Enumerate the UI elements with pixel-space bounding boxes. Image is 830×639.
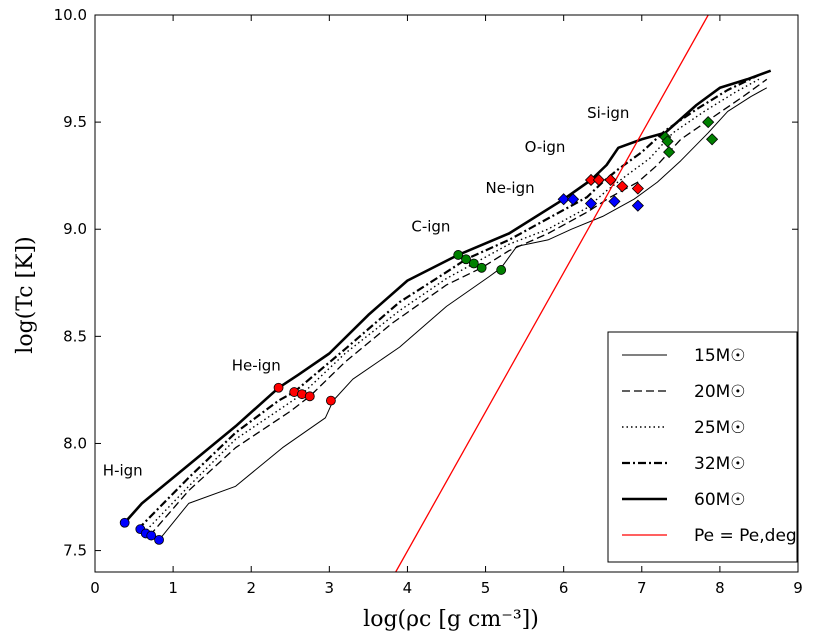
marker-circle-3 — [146, 530, 157, 541]
marker-circle-0 — [119, 517, 130, 528]
marker-layer — [119, 116, 719, 545]
y-tick-label-3: 9.0 — [63, 220, 87, 238]
legend: 15M☉ 20M☉ 25M☉ 32M☉ 60M☉ Pe = Pe,deg — [607, 331, 798, 563]
marker-diamond-23 — [616, 180, 629, 193]
x-tick-label-9: 9 — [793, 579, 803, 597]
x-tick-label-3: 3 — [325, 579, 335, 597]
tick-layer: 0 1 2 3 4 5 6 7 8 9 7.5 8.0 8.5 9.0 9.5 10.0 — [54, 6, 803, 597]
marker-diamond-28 — [702, 116, 715, 129]
x-tick-label-0: 0 — [90, 579, 100, 597]
annotation-h-ign: H-ign — [103, 462, 143, 480]
marker-diamond-21 — [592, 173, 605, 187]
y-tick-label-2: 8.5 — [63, 327, 87, 345]
legend-label-2: 25M☉ — [694, 418, 746, 438]
legend-label-4: 60M☉ — [694, 490, 746, 510]
annotation-si-ign: Si-ign — [587, 104, 629, 122]
y-axis-title: log(Tc [K]) — [13, 236, 38, 353]
marker-diamond-19 — [631, 199, 644, 212]
marker-circle-12 — [468, 258, 479, 269]
y-tick-label-4: 9.5 — [63, 113, 87, 131]
marker-circle-10 — [453, 250, 464, 260]
annotation-layer: H-ign He-ign C-ign Ne-ign O-ign Si-ign — [103, 104, 630, 480]
legend-label-3: 32M☉ — [694, 454, 746, 474]
marker-diamond-18 — [608, 195, 621, 208]
annotation-o-ign: O-ign — [525, 138, 566, 156]
marker-diamond-29 — [706, 133, 719, 146]
annotation-ne-ign: Ne-ign — [486, 179, 535, 197]
series-layer — [123, 15, 772, 572]
marker-diamond-16 — [566, 193, 580, 206]
x-tick-label-1: 1 — [168, 579, 178, 597]
legend-label-0: 15M☉ — [694, 346, 746, 366]
series-line-1 — [149, 78, 768, 537]
x-tick-label-8: 8 — [715, 579, 725, 597]
marker-diamond-22 — [604, 173, 617, 187]
x-tick-label-4: 4 — [403, 579, 413, 597]
marker-circle-13 — [476, 262, 487, 273]
marker-diamond-26 — [661, 135, 674, 148]
marker-diamond-15 — [557, 193, 570, 206]
marker-circle-8 — [304, 391, 315, 402]
marker-circle-9 — [325, 395, 336, 406]
series-line-5 — [395, 15, 709, 572]
marker-circle-11 — [461, 254, 471, 265]
x-axis-title: log(ρc [g cm⁻³]) — [363, 607, 539, 632]
x-tick-label-7: 7 — [637, 579, 647, 597]
x-tick-label-5: 5 — [481, 579, 491, 597]
series-line-0 — [158, 87, 768, 541]
annotation-c-ign: C-ign — [411, 217, 450, 235]
annotation-he-ign: He-ign — [232, 357, 281, 375]
legend-items: 15M☉ 20M☉ 25M☉ 32M☉ 60M☉ Pe = Pe,deg — [622, 346, 797, 546]
series-line-2 — [142, 78, 760, 534]
plot-frame — [94, 14, 799, 573]
marker-circle-14 — [496, 265, 507, 275]
y-tick-label-1: 8.0 — [63, 434, 87, 452]
marker-circle-5 — [273, 382, 284, 393]
marker-diamond-24 — [631, 182, 644, 195]
legend-label-1: 20M☉ — [694, 382, 746, 402]
x-tick-label-2: 2 — [246, 579, 256, 597]
y-tick-label-5: 10.0 — [54, 6, 87, 24]
marker-circle-4 — [154, 534, 164, 545]
marker-diamond-27 — [663, 146, 676, 159]
x-tick-label-6: 6 — [559, 579, 569, 597]
legend-label-5: Pe = Pe,deg — [694, 526, 797, 546]
legend-box — [607, 331, 798, 563]
series-line-4 — [123, 69, 772, 524]
y-tick-label-0: 7.5 — [63, 542, 87, 560]
marker-diamond-17 — [584, 197, 598, 210]
